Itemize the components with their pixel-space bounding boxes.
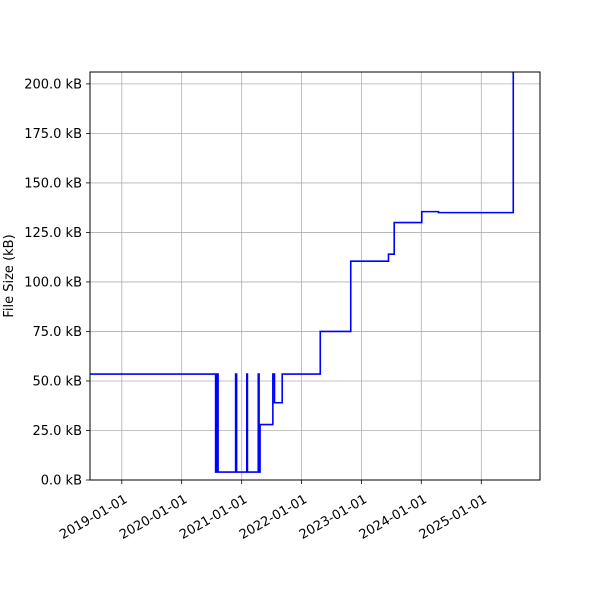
data-point <box>216 374 217 375</box>
data-point <box>282 374 283 375</box>
y-tick-label: 125.0 kB <box>24 226 82 241</box>
y-tick-label: 100.0 kB <box>24 275 82 290</box>
y-tick-label: 200.0 kB <box>24 77 82 92</box>
data-point <box>438 212 439 213</box>
data-point <box>274 402 275 403</box>
y-axis-label: File Size (kB) <box>2 234 17 317</box>
plot-frame <box>89 71 541 481</box>
data-point <box>246 374 247 375</box>
y-tick-label: 50.0 kB <box>32 374 82 389</box>
data-point <box>258 374 259 375</box>
data-point <box>283 374 284 375</box>
data-point <box>394 222 395 223</box>
y-tick-label: 0.0 kB <box>41 474 82 489</box>
file-size-line <box>90 72 515 473</box>
data-point <box>247 472 248 473</box>
x-axis: 2019-01-012020-01-012021-01-012022-01-01… <box>57 480 490 543</box>
data-point <box>350 261 351 262</box>
data-point <box>272 374 273 375</box>
data-point <box>421 211 422 212</box>
data-point <box>235 374 236 375</box>
data-point <box>226 472 227 473</box>
data-point <box>260 424 261 425</box>
y-tick-label: 75.0 kB <box>32 325 82 340</box>
y-axis: 0.0 kB 25.0 kB 50.0 kB 75.0 kB 100.0 kB 125.0… <box>24 77 90 489</box>
data-point <box>320 331 321 332</box>
y-tick-label: 150.0 kB <box>24 176 82 191</box>
data-point <box>215 472 216 473</box>
data-point <box>218 472 219 473</box>
plot-background <box>90 72 540 480</box>
data-point <box>259 472 260 473</box>
data-point <box>388 254 389 255</box>
x-tick-label: 2025-01-01 <box>417 492 490 543</box>
y-tick-label: 175.0 kB <box>24 127 82 142</box>
series-group <box>90 72 515 473</box>
y-tick-label: 25.0 kB <box>32 424 82 439</box>
data-point <box>236 472 237 473</box>
